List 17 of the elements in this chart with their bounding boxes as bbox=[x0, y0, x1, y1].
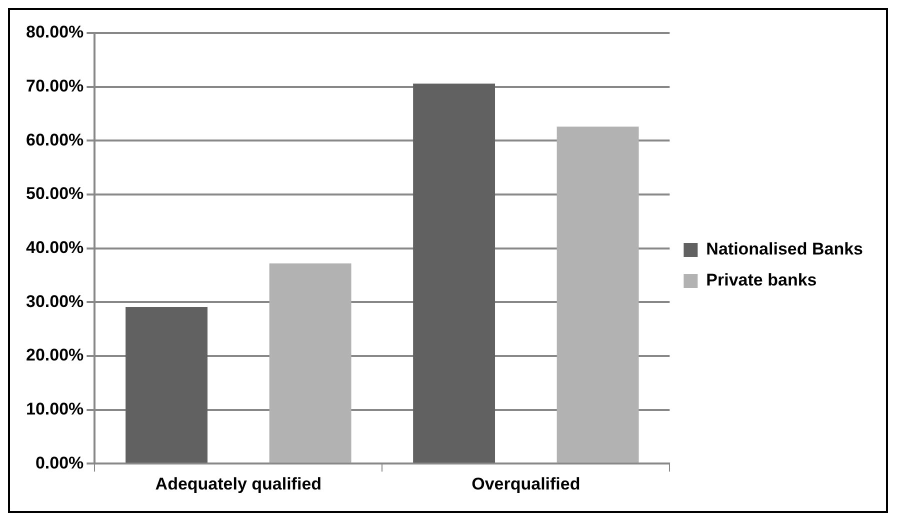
y-tick-label: 50.00% bbox=[26, 184, 84, 204]
legend-label: Nationalised Banks bbox=[706, 240, 863, 259]
y-tick-label: 20.00% bbox=[26, 346, 84, 365]
y-tick-label: 60.00% bbox=[26, 130, 84, 150]
y-tick-label: 30.00% bbox=[26, 292, 84, 311]
legend-label: Private banks bbox=[706, 270, 817, 290]
bar bbox=[413, 84, 496, 463]
y-tick-label: 70.00% bbox=[26, 76, 84, 96]
y-tick-label: 0.00% bbox=[35, 453, 84, 472]
y-tick-label: 40.00% bbox=[26, 238, 84, 257]
bar bbox=[126, 306, 208, 463]
x-tick-label: Overqualified bbox=[472, 474, 580, 494]
x-tick-label: Adequately qualified bbox=[155, 474, 322, 494]
bar bbox=[556, 126, 639, 463]
y-tick-label: 10.00% bbox=[26, 399, 84, 418]
bar bbox=[269, 263, 352, 463]
y-tick-label: 80.00% bbox=[26, 22, 84, 42]
